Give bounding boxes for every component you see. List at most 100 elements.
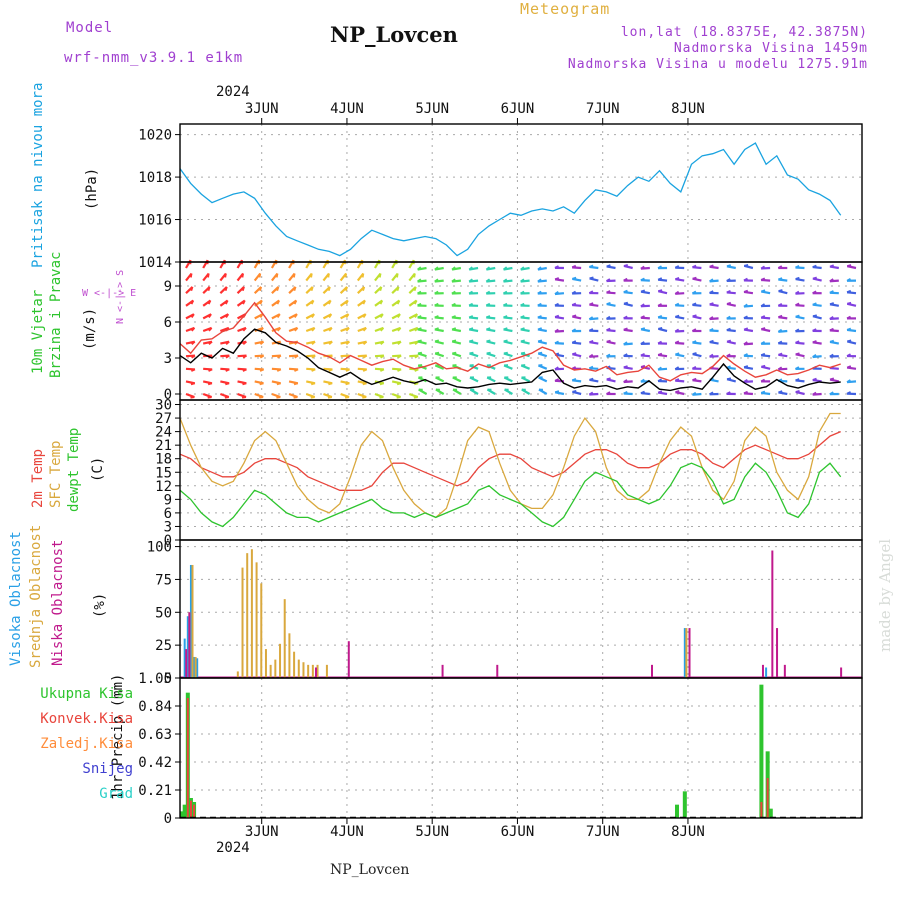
wind-arrow-head xyxy=(554,340,559,344)
wind-arrow-head xyxy=(795,276,800,280)
mid-cloud-bar xyxy=(311,664,314,678)
wind-arrow-head xyxy=(242,327,247,332)
wind-arrow-head xyxy=(417,302,422,307)
wind-arrow-head xyxy=(640,265,645,270)
temp-title-1: 2m Temp xyxy=(30,448,46,508)
wind-arrow-head xyxy=(760,352,766,357)
wind-unit: (m/s) xyxy=(82,307,98,350)
wind-arrow-head xyxy=(208,327,213,332)
wind-arrow-head xyxy=(190,273,193,278)
wind-arrow-head xyxy=(692,276,697,280)
wind-arrow-head xyxy=(743,303,748,308)
wind-arrow-head xyxy=(520,290,525,295)
wind-arrow-head xyxy=(207,396,212,399)
wind-arrow-head xyxy=(242,300,246,305)
wind-arrow-head xyxy=(623,379,628,383)
wind-arrow-head xyxy=(434,351,440,355)
wind-arrow-head xyxy=(451,315,456,319)
wind-arrow-head xyxy=(572,352,577,356)
wind-arrow-head xyxy=(554,328,559,333)
conv-rain-bar xyxy=(189,800,192,818)
wind-arrow-head xyxy=(795,314,800,318)
wind-arrow-head xyxy=(554,366,559,371)
wind-arrow-head xyxy=(812,354,817,358)
wind-arrow-head xyxy=(486,351,491,355)
wind-arrow-head xyxy=(692,352,697,355)
low-cloud-bar xyxy=(441,664,444,678)
day-label-top: 6JUN xyxy=(501,101,535,117)
wind-arrow-head xyxy=(777,265,783,269)
low-cloud-bar xyxy=(347,641,350,678)
temp-title-3: dewpt Temp xyxy=(66,427,82,512)
wind-arrow-head xyxy=(726,264,731,268)
wind-arrow-head xyxy=(502,266,508,271)
wind-arrow-head xyxy=(485,278,491,283)
wind-arrow-head xyxy=(293,382,299,386)
wind-arrow-head xyxy=(345,313,350,319)
wind-arrow-head xyxy=(293,286,297,292)
wind-arrow-head xyxy=(674,366,680,370)
mid-cloud-bar xyxy=(274,659,277,678)
day-label-top: 8JUN xyxy=(671,101,705,117)
wind-arrow-head xyxy=(692,314,697,318)
wind-arrow-head xyxy=(657,340,662,345)
y-tick-label: 3 xyxy=(164,351,172,367)
wind-arrow-head xyxy=(657,277,663,281)
wind-arrow-head xyxy=(242,382,247,386)
wind-arrow-head xyxy=(190,368,196,372)
wind-arrow-head xyxy=(658,326,663,330)
y-tick-label: 0.84 xyxy=(138,699,172,715)
legend-freezing-rain: Zaledj.Kisa xyxy=(40,736,133,752)
wind-arrow-head xyxy=(417,339,422,343)
wind-arrow-head xyxy=(520,315,525,319)
wind-arrow-head xyxy=(380,341,385,346)
low-cloud-bar xyxy=(688,628,691,678)
wind-arrow-head xyxy=(294,354,299,359)
mid-cloud-bar xyxy=(325,664,328,678)
wind-arrow-head xyxy=(468,302,474,307)
wind-arrow-head xyxy=(397,354,402,359)
wind-arrow-head xyxy=(847,339,852,343)
wind-arrow-head xyxy=(537,266,542,271)
wind-arrow-head xyxy=(208,341,213,346)
wind-arrow-head xyxy=(207,300,212,305)
wind-arrow-head xyxy=(606,278,611,282)
wind-arrow-head xyxy=(674,340,680,344)
wind-arrow-head xyxy=(709,278,714,283)
wind-arrow-head xyxy=(709,302,714,306)
mid-cloud-bar xyxy=(307,664,310,678)
mid-cloud-bar xyxy=(260,583,263,678)
wind-arrow-head xyxy=(606,391,611,395)
wind-arrow-head xyxy=(571,290,577,295)
wind-arrow-head xyxy=(571,340,577,344)
mid-cloud-bar xyxy=(288,633,291,678)
wind-arrow-head xyxy=(606,353,611,358)
model-elevation-label: Nadmorska Visina u modelu 1275.91m xyxy=(567,57,868,72)
wind-arrow-head xyxy=(812,290,817,294)
wind-arrow-head xyxy=(588,353,594,358)
wind-arrow-head xyxy=(362,327,367,332)
wind-arrow-head xyxy=(241,273,244,278)
pressure-unit: (hPa) xyxy=(84,167,100,210)
y-tick-label: 25 xyxy=(155,638,172,654)
wind-arrow-head xyxy=(572,276,577,280)
wind-arrow-head xyxy=(434,266,439,271)
wind-arrow-head xyxy=(709,339,714,343)
wind-arrow-head xyxy=(795,352,800,356)
conv-rain-bar xyxy=(186,698,189,818)
wind-arrow-head xyxy=(726,315,731,320)
wind-arrow-head xyxy=(589,276,594,280)
wind-arrow-head xyxy=(397,341,402,346)
wind-arrow-head xyxy=(623,277,628,282)
wind-arrow-head xyxy=(396,382,402,386)
compass-we: W <-|-> E xyxy=(82,288,137,299)
wind-arrow-head xyxy=(846,301,852,305)
wind-arrow-head xyxy=(743,289,749,293)
wind-arrow-head xyxy=(726,391,731,395)
wind-arrow-head xyxy=(259,313,264,319)
wind-arrow-head xyxy=(537,302,542,307)
wind-arrow-head xyxy=(414,327,419,332)
wind-arrow-head xyxy=(293,300,298,305)
wind-arrow-head xyxy=(520,339,525,343)
conv-rain-bar xyxy=(766,778,769,818)
